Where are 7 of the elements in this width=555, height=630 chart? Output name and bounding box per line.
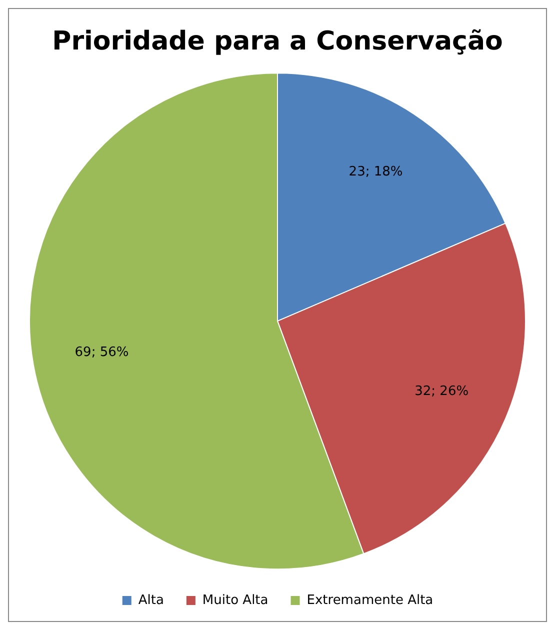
data-label: 69; 56%: [74, 344, 129, 360]
data-label: 32; 26%: [414, 384, 469, 399]
chart-title: Prioridade para a Conservação: [52, 26, 503, 56]
legend-label: Extremamente Alta: [306, 592, 434, 608]
legend-label: Alta: [138, 592, 164, 608]
legend-label: Muito Alta: [202, 592, 268, 608]
data-label: 23; 18%: [348, 164, 403, 180]
